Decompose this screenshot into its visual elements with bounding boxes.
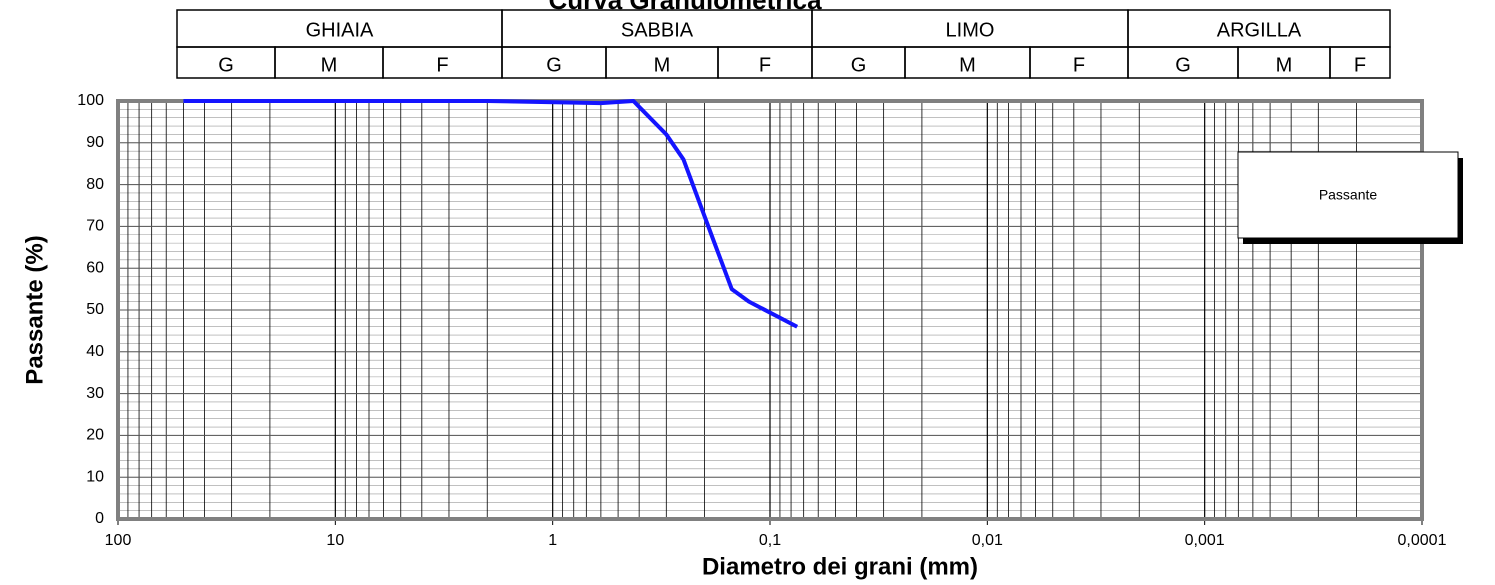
legend [1237,151,1459,239]
header-subgroup-label: G [218,54,234,76]
x-tick-label: 0,01 [972,532,1003,549]
x-tick-label: 1 [548,532,557,549]
header-subgroup-label: G [851,54,867,76]
y-tick-label: 90 [86,134,104,151]
y-tick-label: 50 [86,301,104,318]
header-cell [1329,46,1391,79]
x-tick-label: 0,001 [1185,532,1225,549]
y-tick-label: 40 [86,343,104,360]
x-tick-label: 10 [326,532,344,549]
y-tick-label: 100 [77,92,104,109]
x-tick-label: 100 [105,532,132,549]
y-tick-label: 10 [86,468,104,485]
y-tick-label: 60 [86,259,104,276]
y-tick-label: 80 [86,176,104,193]
y-tick-label: 30 [86,385,104,402]
plot-frame [116,99,1424,521]
header-group-label: GHIAIA [306,19,374,41]
chart-title: Curva Granulometrica [548,0,822,15]
header-group-label: LIMO [946,19,995,41]
header-subgroup-label: M [654,54,671,76]
y-tick-label: 0 [95,510,104,527]
header-group-label: SABBIA [621,19,694,41]
header-subgroup-label: M [959,54,976,76]
y-tick-label: 20 [86,427,104,444]
x-axis-label: Diametro dei grani (mm) [702,553,978,580]
header-subgroup-label: F [436,54,448,76]
y-tick-label: 70 [86,218,104,235]
header-subgroup-label: G [1175,54,1191,76]
header-group-label: ARGILLA [1217,19,1302,41]
y-axis-label: Passante (%) [21,235,48,384]
header-subgroup-label: F [759,54,771,76]
header-subgroup-label: M [321,54,338,76]
header-subgroup-label: F [1354,54,1366,76]
header-subgroup-label: M [1276,54,1293,76]
data-line [183,99,799,329]
header-subgroup-label: F [1073,54,1085,76]
x-tick-label: 0,1 [759,532,781,549]
header-subgroup-label: G [546,54,562,76]
legend-label: Passante [1319,187,1378,203]
class-header [176,9,1391,79]
x-tick-label: 0,0001 [1398,532,1447,549]
